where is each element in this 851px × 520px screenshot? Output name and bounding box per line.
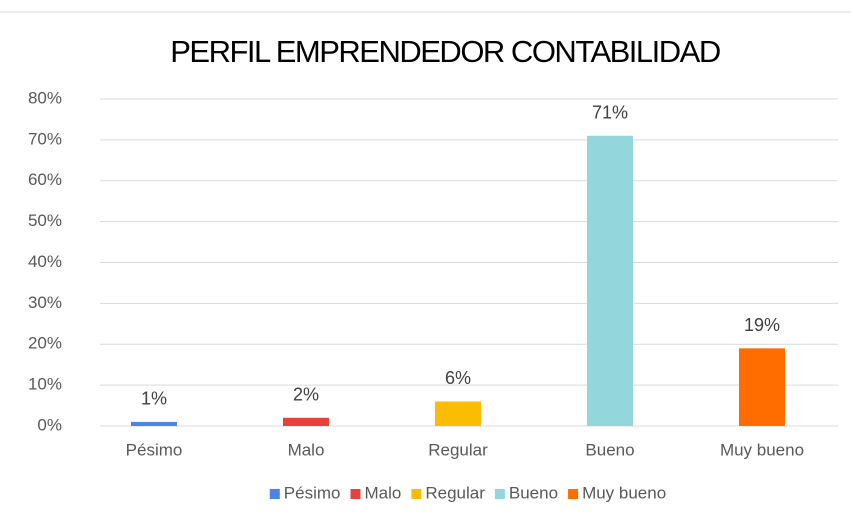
- y-tick-label: 70%: [28, 129, 62, 148]
- legend-swatch: [411, 489, 422, 499]
- y-tick-label: 20%: [28, 334, 62, 353]
- x-tick-label: Regular: [428, 440, 488, 459]
- legend-swatch: [350, 489, 361, 499]
- data-label: 2%: [293, 385, 319, 405]
- chart-title: PERFIL EMPRENDEDOR CONTABILIDAD: [170, 34, 720, 69]
- data-label: 6%: [445, 368, 471, 388]
- bar: [739, 348, 785, 426]
- legend-label: Bueno: [509, 483, 558, 502]
- y-tick-label: 40%: [28, 252, 62, 271]
- y-tick-label: 10%: [28, 375, 62, 394]
- legend-swatch: [494, 489, 505, 499]
- bar: [131, 421, 177, 426]
- y-tick-label: 50%: [28, 211, 62, 230]
- legend-label: Regular: [425, 483, 485, 502]
- y-tick-label: 30%: [28, 293, 62, 312]
- data-label: 1%: [141, 389, 167, 409]
- legend-swatch: [269, 489, 280, 499]
- bar: [435, 401, 481, 426]
- y-tick-label: 60%: [28, 170, 62, 189]
- x-tick-label: Pésimo: [126, 440, 183, 459]
- x-tick-label: Bueno: [585, 440, 634, 459]
- y-tick-label: 0%: [37, 415, 62, 434]
- legend-label: Muy bueno: [582, 483, 666, 502]
- legend-label: Malo: [364, 483, 401, 502]
- bar: [587, 135, 633, 426]
- y-tick-label: 80%: [28, 88, 62, 107]
- legend-swatch: [568, 489, 579, 499]
- bar: [283, 417, 329, 426]
- data-label: 19%: [744, 315, 780, 335]
- legend-label: Pésimo: [284, 483, 341, 502]
- data-label: 71%: [592, 103, 628, 123]
- x-tick-label: Malo: [288, 440, 325, 459]
- x-tick-label: Muy bueno: [720, 440, 804, 459]
